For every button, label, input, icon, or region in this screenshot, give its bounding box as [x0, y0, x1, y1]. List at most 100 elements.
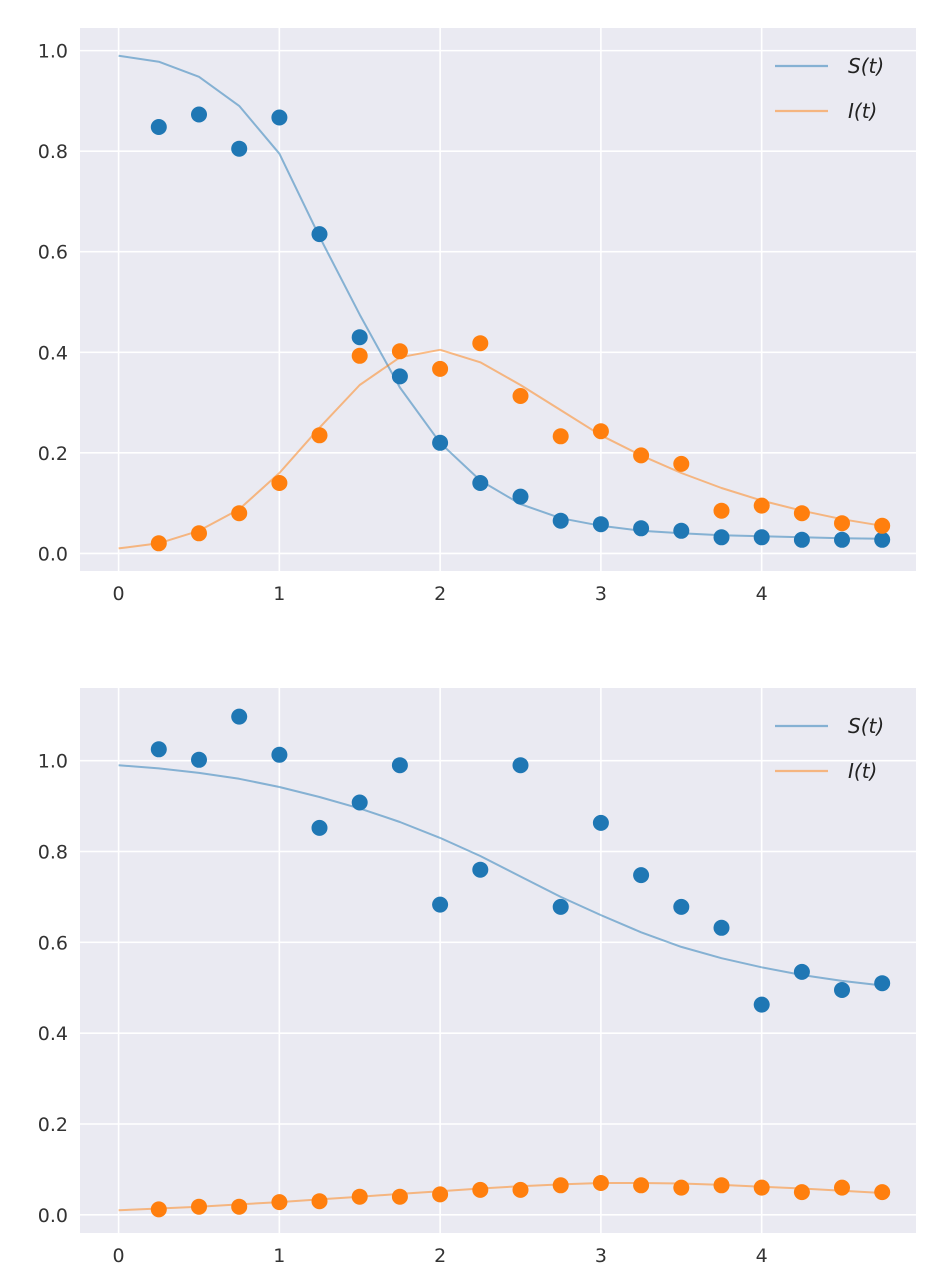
- x-tick-label: 1: [273, 583, 285, 605]
- chart-bottom: 0 1 2 3 4 0.0 0.2 0.4 0.6 0.8 1.0 S(t) I(t): [38, 688, 916, 1267]
- data-point-i: [432, 1186, 449, 1203]
- data-point-s: [874, 531, 891, 548]
- data-point-i: [391, 343, 408, 360]
- data-point-s: [834, 531, 850, 548]
- data-point-i: [753, 1179, 770, 1196]
- data-point-i: [191, 525, 207, 542]
- data-point-s: [633, 867, 650, 884]
- data-point-i: [552, 1177, 569, 1194]
- data-point-i: [592, 423, 609, 440]
- y-tick-label: 1.0: [38, 751, 68, 773]
- data-point-s: [271, 746, 288, 763]
- data-point-i: [512, 388, 529, 404]
- data-point-i: [753, 497, 770, 514]
- data-point-i: [834, 1179, 850, 1196]
- data-point-s: [432, 896, 449, 913]
- data-point-s: [191, 751, 207, 768]
- data-point-s: [231, 708, 248, 725]
- data-point-i: [512, 1181, 529, 1198]
- x-tick-label: 4: [756, 1245, 768, 1267]
- data-point-s: [633, 520, 650, 537]
- x-tick-label: 3: [595, 1245, 607, 1267]
- data-point-i: [311, 427, 328, 444]
- y-tick-label: 0.0: [38, 543, 68, 565]
- legend-label-s: S(t): [848, 54, 884, 78]
- data-point-s: [713, 529, 730, 546]
- data-point-s: [673, 898, 690, 915]
- data-point-s: [512, 757, 529, 774]
- x-tick-label: 0: [113, 583, 125, 605]
- data-point-i: [351, 1188, 368, 1205]
- data-point-i: [592, 1175, 609, 1191]
- data-point-i: [472, 335, 489, 352]
- data-point-s: [351, 329, 368, 346]
- data-point-i: [150, 535, 167, 552]
- data-point-s: [874, 975, 891, 992]
- data-point-s: [472, 475, 489, 491]
- data-point-i: [150, 1201, 167, 1218]
- x-tick-label: 0: [113, 1245, 125, 1267]
- data-point-i: [633, 1177, 650, 1194]
- data-point-s: [793, 531, 810, 548]
- data-point-i: [673, 455, 690, 472]
- x-tick-label: 1: [273, 1245, 285, 1267]
- data-point-s: [271, 109, 288, 126]
- data-point-s: [753, 996, 770, 1013]
- x-tick-label: 3: [595, 583, 607, 605]
- data-point-i: [271, 1194, 288, 1211]
- x-tick-label: 2: [434, 1245, 446, 1267]
- data-point-s: [592, 516, 609, 533]
- data-point-s: [834, 982, 850, 998]
- y-tick-label: 0.2: [38, 443, 68, 465]
- data-point-s: [432, 434, 449, 451]
- data-point-s: [512, 488, 529, 505]
- data-point-i: [673, 1179, 690, 1196]
- data-point-s: [391, 368, 408, 385]
- data-point-i: [231, 1198, 248, 1215]
- legend-label-s: S(t): [848, 714, 884, 738]
- y-tick-label: 0.6: [38, 932, 68, 954]
- y-tick-label: 0.4: [38, 1023, 68, 1045]
- x-tick-label: 4: [756, 583, 768, 605]
- data-point-s: [673, 522, 690, 539]
- data-point-i: [472, 1181, 489, 1198]
- plot-area: [80, 28, 916, 571]
- y-tick-label: 0.8: [38, 842, 68, 864]
- data-point-s: [552, 898, 569, 915]
- data-point-s: [351, 794, 368, 811]
- x-tick-label: 2: [434, 583, 446, 605]
- data-point-s: [793, 963, 810, 980]
- y-tick-label: 1.0: [38, 41, 68, 63]
- data-point-s: [713, 919, 730, 936]
- data-point-i: [432, 360, 449, 377]
- data-point-i: [633, 447, 650, 464]
- plot-area: [80, 688, 916, 1233]
- data-point-s: [552, 512, 569, 529]
- data-point-s: [753, 529, 770, 546]
- data-point-i: [793, 505, 810, 522]
- data-point-i: [231, 505, 248, 522]
- data-point-s: [472, 861, 489, 878]
- data-point-i: [874, 517, 891, 534]
- data-point-i: [793, 1184, 810, 1201]
- y-tick-label: 0.2: [38, 1114, 68, 1136]
- data-point-i: [834, 515, 850, 532]
- data-point-s: [391, 757, 408, 774]
- y-tick-label: 0.6: [38, 242, 68, 264]
- y-tick-label: 0.8: [38, 141, 68, 163]
- data-point-s: [311, 819, 328, 836]
- data-point-i: [713, 1177, 730, 1194]
- series-line-i: [118, 348, 883, 550]
- data-point-i: [271, 475, 288, 491]
- legend-label-i: I(t): [848, 759, 877, 783]
- y-tick-label: 0.4: [38, 342, 68, 364]
- data-point-s: [592, 814, 609, 831]
- data-point-s: [191, 106, 207, 123]
- data-point-s: [150, 741, 167, 758]
- series-line-s: [118, 764, 883, 987]
- data-point-i: [191, 1198, 207, 1215]
- data-point-i: [391, 1188, 408, 1205]
- data-point-s: [150, 119, 167, 135]
- chart-top: 0 1 2 3 4 0.0 0.2 0.4 0.6 0.8 1.0 S(t) I(t): [38, 28, 916, 605]
